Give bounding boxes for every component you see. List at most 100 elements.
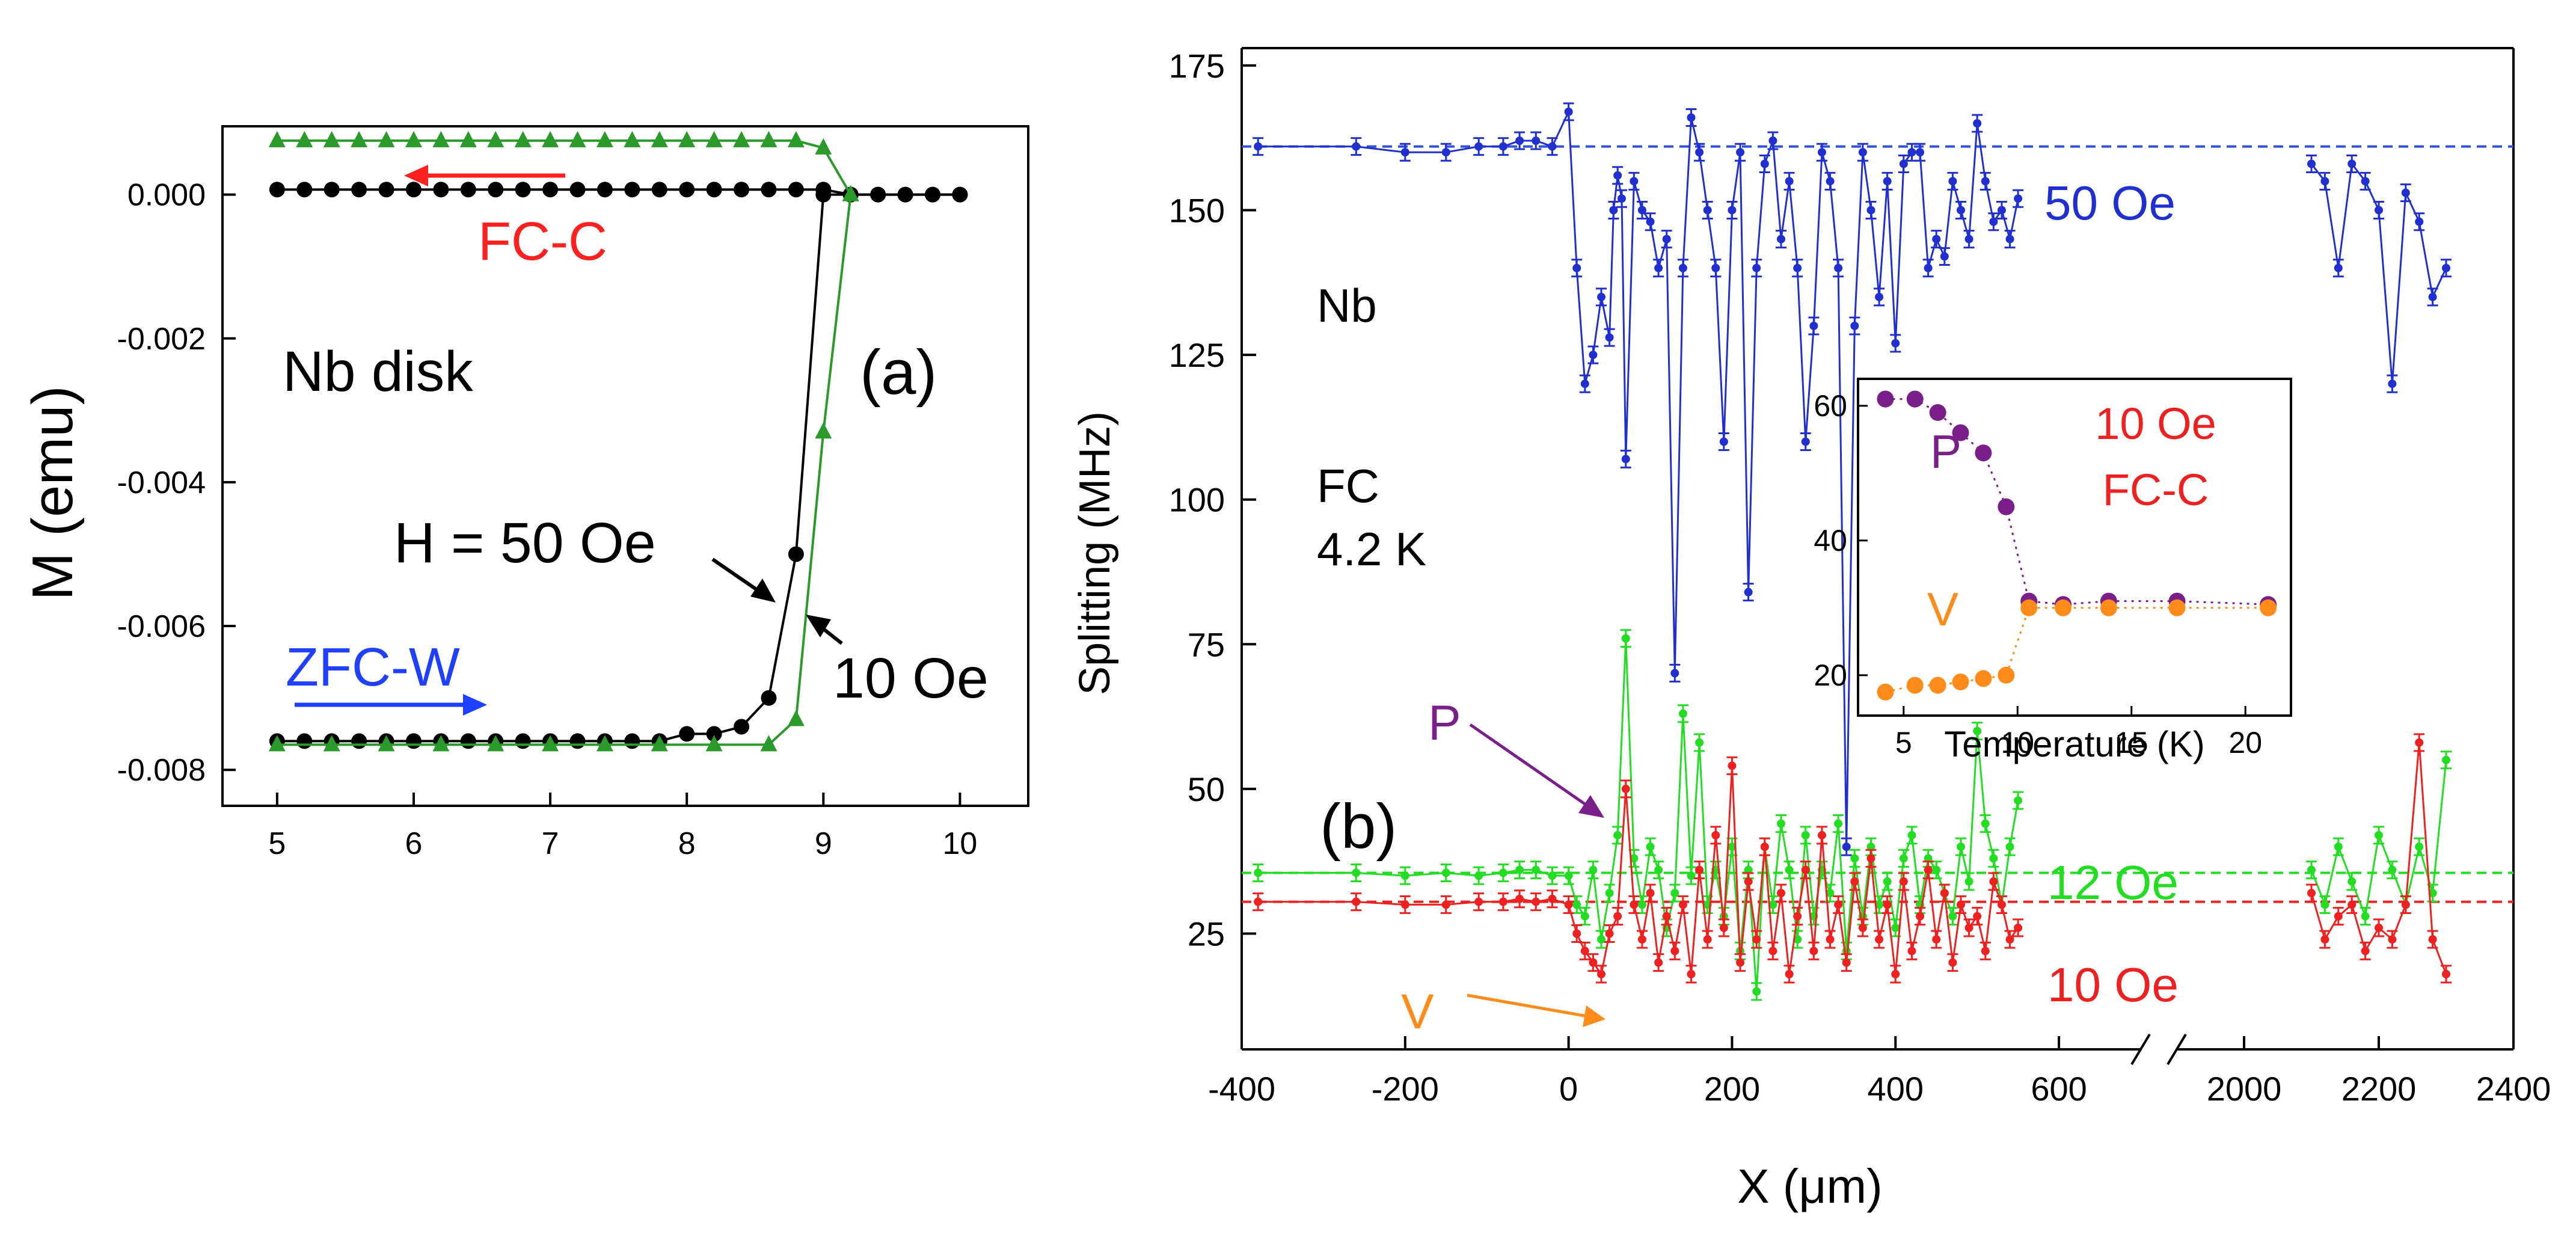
a-point-triangle (378, 130, 395, 147)
panel-a-series (268, 130, 968, 752)
b-x-tick-label: 400 (1868, 1070, 1924, 1108)
a-point-triangle (760, 130, 777, 147)
panel-a-ticks: 5 6 7 8 9 10 0.000 -0.002 -0.004 -0.006 -0.008 (117, 178, 978, 861)
inset-mode-label: FC-C (2103, 465, 2209, 515)
a-point-circle (460, 182, 476, 198)
inset-point (1975, 444, 1992, 462)
b-point (1670, 669, 1679, 678)
b-point (1809, 947, 1818, 956)
a-point-triangle (405, 130, 422, 147)
b-point (1899, 877, 1908, 886)
b-point (1883, 177, 1892, 186)
a-x-tick-label: 7 (542, 826, 559, 861)
b-y-tick-label: 125 (1169, 336, 1225, 374)
panel-a-zfc-label: ZFC-W (286, 637, 460, 698)
a-point-circle (433, 182, 449, 198)
b-point (1777, 819, 1785, 828)
b-point (1826, 177, 1835, 186)
b-point (1899, 159, 1908, 168)
inset-point (1906, 390, 1924, 408)
b-point (2375, 206, 2383, 215)
b-point (1400, 871, 1409, 880)
a-x-tick-label: 10 (943, 826, 978, 861)
b-point (1744, 865, 1753, 874)
b-point (2401, 188, 2410, 197)
b-point (2401, 900, 2410, 909)
b-point (1752, 935, 1761, 944)
a-point-triangle (842, 185, 859, 201)
b-point (1916, 912, 1925, 921)
a-point-triangle (542, 130, 559, 147)
b-x-tick-label: -200 (1372, 1070, 1439, 1108)
a-point-triangle (296, 130, 313, 147)
p-pointer-head (1578, 795, 1604, 818)
a-point-triangle (760, 735, 777, 752)
b-y-tick-label: 75 (1188, 625, 1225, 663)
panel-b-ticks: -400 -200 0 200 400 600 2000 2200 2400 25 50 75 100 1… (1169, 47, 2551, 1108)
b-point (1474, 871, 1483, 880)
inset-y-tick-label: 40 (1814, 524, 1847, 557)
inset-point (1929, 677, 1946, 694)
b-point (1662, 235, 1671, 244)
inset-point (2168, 599, 2186, 616)
b-point (1850, 854, 1859, 863)
a-point-triangle (542, 735, 559, 752)
b-point (1711, 830, 1720, 839)
a-point-circle (788, 182, 804, 198)
b-point (1605, 929, 1614, 938)
b-point (2334, 842, 2343, 852)
b-point (2375, 923, 2383, 932)
b-point (1785, 177, 1794, 186)
inset-point (1975, 670, 1992, 687)
b-point (1654, 263, 1663, 272)
b-point (1858, 923, 1867, 932)
b-point (1883, 900, 1892, 909)
b-point (1940, 252, 1949, 261)
b-point (1744, 877, 1753, 886)
b-series-line (2310, 161, 2447, 384)
b-point (2334, 912, 2343, 921)
b-point (1613, 912, 1622, 921)
b-point (2005, 235, 2014, 244)
b-point (1498, 897, 1507, 906)
b-point (1875, 935, 1884, 944)
a-point-circle (952, 186, 968, 203)
b-point (2005, 842, 2014, 852)
b-point (1687, 969, 1696, 978)
panel-b-condition-temp: 4.2 K (1317, 523, 1426, 575)
panel-a: 5 6 7 8 9 10 0.000 -0.002 -0.004 -0.006 -0.008 M (… (20, 125, 1029, 861)
a-point-circle (378, 182, 394, 198)
a-point-circle (679, 726, 695, 742)
b-point (1254, 897, 1263, 906)
b-point (1728, 206, 1737, 215)
b-point (1948, 177, 1957, 186)
inset-point (2055, 599, 2072, 616)
b-point (1768, 900, 1777, 909)
a-point-triangle (487, 130, 504, 147)
b-point (1352, 142, 1361, 151)
inset-x-tick-label: 20 (2228, 726, 2262, 760)
b-point (1564, 107, 1573, 116)
b-point (1597, 292, 1605, 301)
a-y-tick-label: -0.002 (117, 322, 206, 357)
inset-point (1998, 666, 2015, 684)
b-point (2014, 194, 2023, 203)
b-point (1617, 194, 1626, 203)
b-point (1621, 455, 1630, 464)
b-point (1793, 912, 1802, 921)
v-pointer (1467, 993, 1588, 1018)
inset-y-tick-label: 60 (1814, 389, 1847, 423)
b-point (1834, 900, 1843, 909)
b-point (1850, 321, 1859, 330)
b-point (1997, 206, 2006, 215)
b-point (1793, 263, 1802, 272)
panel-b-12oe-label: 12 Oe (2047, 856, 2179, 909)
b-point (1580, 379, 1589, 388)
inset-x-tick-label: 5 (1895, 726, 1912, 760)
b-point (1817, 148, 1826, 157)
h50-pointer (711, 557, 762, 594)
panel-b-p-label: P (1428, 696, 1461, 750)
b-point (1498, 868, 1507, 877)
b-point (1957, 900, 1965, 909)
panel-b-10oe-label: 10 Oe (2047, 958, 2179, 1011)
